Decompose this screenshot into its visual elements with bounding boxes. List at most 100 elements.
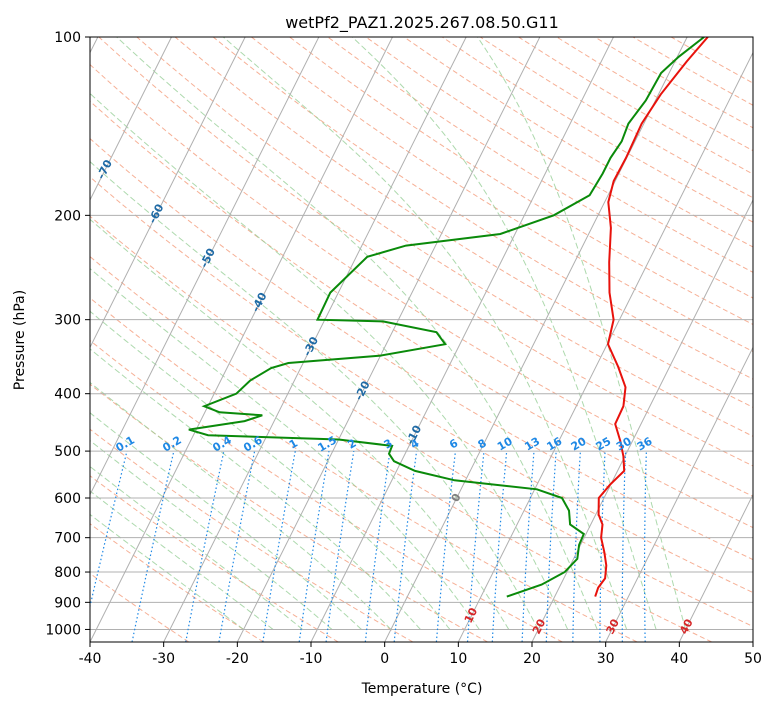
dry-adiabat	[90, 100, 753, 529]
mixing-ratio-line	[393, 451, 418, 642]
isotherm-line	[236, 37, 541, 642]
x-tick-label: -30	[152, 651, 175, 667]
isotherm-line	[531, 198, 753, 642]
dry-adiabat	[212, 37, 753, 380]
isotherm-line	[90, 37, 393, 642]
isotherm-line	[310, 37, 614, 642]
dry-adiabat	[365, 37, 753, 273]
moist-adiabat	[90, 439, 333, 630]
isotherm-line	[90, 37, 246, 349]
dry-adiabat	[90, 215, 753, 628]
y-tick-label: 400	[54, 387, 81, 403]
x-axis-title: Temperature (°C)	[361, 681, 483, 697]
y-tick-label: 900	[54, 595, 81, 611]
isotherm-label: -20	[352, 379, 373, 403]
dry-adiabat	[90, 137, 753, 561]
mixing-ratio-label: 8	[476, 437, 489, 452]
isotherm-label: -30	[301, 334, 322, 358]
plot-area: 0.10.20.40.611.52346810131620253036-100-…	[0, 37, 753, 642]
dry-adiabat	[289, 37, 753, 326]
moist-adiabat	[90, 92, 569, 630]
mixing-ratio-line	[185, 450, 225, 642]
mixing-ratio-line	[621, 451, 627, 642]
dry-adiabat	[670, 37, 753, 84]
chart-title: wetPf2_PAZ1.2025.267.08.50.G11	[285, 13, 559, 33]
y-tick-label: 600	[54, 491, 81, 507]
dry-adiabat	[251, 37, 753, 353]
x-tick-label: 0	[380, 651, 389, 667]
isotherm-label: 0	[449, 491, 464, 504]
mixing-ratio-line	[491, 451, 508, 642]
isotherm-line	[605, 346, 753, 642]
x-tick-label: 40	[670, 651, 688, 667]
moist-adiabat	[90, 381, 392, 630]
mixing-ratio-line	[364, 451, 391, 642]
dry-adiabat	[90, 339, 563, 642]
x-tick-label: 30	[597, 651, 615, 667]
plot-frame	[89, 36, 754, 643]
isotherm-line	[384, 37, 688, 642]
dry-adiabat	[556, 37, 753, 152]
dry-adiabat	[90, 297, 638, 642]
moist-adiabat	[90, 465, 303, 630]
x-tick-label: -10	[300, 651, 323, 667]
isotherm-label: 30	[604, 617, 623, 637]
mixing-ratio-line	[131, 450, 175, 642]
isotherm-line	[678, 493, 753, 642]
isotherm-label: -40	[249, 290, 270, 314]
x-tick-label: 10	[449, 651, 467, 667]
dry-adiabat	[174, 37, 753, 408]
x-tick-label: -40	[79, 651, 102, 667]
dry-adiabat	[90, 572, 190, 642]
isotherm-label: -80	[43, 113, 64, 137]
y-axis-title: Pressure (hPa)	[12, 290, 28, 390]
y-tick-label: 100	[54, 30, 81, 46]
y-tick-label: 200	[54, 208, 81, 224]
dry-adiabat	[632, 37, 753, 106]
mixing-ratio-line	[545, 451, 557, 642]
moist-adiabat	[351, 37, 657, 630]
mixing-ratio-line	[90, 450, 128, 609]
mixing-ratio-label: 3	[382, 437, 395, 452]
y-tick-label: 800	[54, 565, 81, 581]
moist-adiabat	[222, 37, 628, 630]
dry-adiabat	[90, 428, 414, 642]
dry-adiabat	[327, 37, 753, 299]
isotherm-label: -10	[404, 423, 425, 447]
isotherm-label: -90	[0, 69, 12, 93]
y-tick-label: 500	[54, 444, 81, 460]
dry-adiabat	[90, 176, 753, 594]
isotherm-line	[90, 37, 320, 496]
isotherm-label: 20	[530, 617, 549, 637]
moist-adiabat	[477, 37, 687, 630]
mixing-ratio-line	[262, 450, 296, 642]
isotherm-label: 40	[677, 617, 696, 637]
temperature-line	[594, 37, 709, 597]
moist-adiabat	[116, 37, 598, 630]
y-tick-label: 300	[54, 313, 81, 329]
mixing-ratio-line	[466, 451, 485, 642]
mixing-ratio-line	[435, 451, 456, 642]
dry-adiabat	[594, 37, 753, 129]
x-tick-label: -20	[226, 651, 249, 667]
isotherm-label: 10	[462, 605, 481, 625]
mixing-ratio-line	[218, 450, 256, 642]
dewpoint-line	[188, 37, 705, 598]
moist-adiabat	[90, 310, 451, 630]
y-tick-label: 1000	[45, 622, 81, 638]
dry-adiabat	[90, 383, 488, 642]
mixing-ratio-label: 6	[447, 436, 460, 451]
dry-adiabat	[90, 63, 753, 497]
x-tick-label: 50	[744, 651, 762, 667]
moist-adiabat	[90, 218, 510, 630]
isotherm-line	[163, 37, 467, 642]
y-tick-label: 700	[54, 531, 81, 547]
dry-adiabat	[90, 523, 264, 642]
isotherm-label: -50	[198, 246, 219, 270]
mixing-ratio-line	[325, 451, 355, 642]
isotherm-line	[752, 640, 753, 642]
dry-adiabat	[90, 475, 339, 642]
isotherm-label: -60	[146, 202, 167, 226]
dry-adiabat	[403, 37, 753, 248]
